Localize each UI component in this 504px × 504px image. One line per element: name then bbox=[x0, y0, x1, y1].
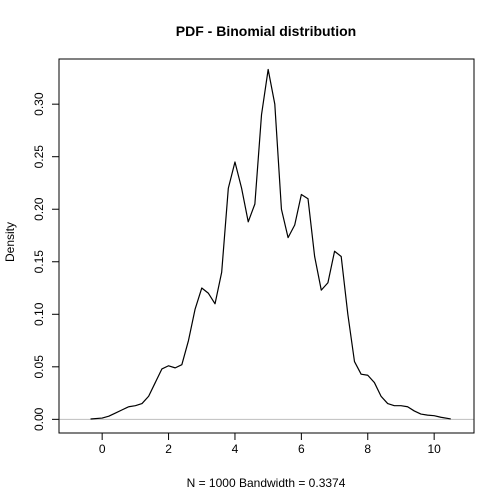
x-axis: 0 2 4 6 8 10 bbox=[99, 432, 441, 456]
y-tick-label-0.20: 0.20 bbox=[32, 197, 46, 221]
plot-frame bbox=[58, 58, 475, 434]
y-tick-label-0.05: 0.05 bbox=[32, 355, 46, 379]
x-tick-label-8: 8 bbox=[364, 442, 371, 456]
x-axis-label: N = 1000 Bandwidth = 0.3374 bbox=[187, 476, 346, 490]
x-tick-label-4: 4 bbox=[232, 442, 239, 456]
y-tick-label-0.25: 0.25 bbox=[32, 145, 46, 169]
density-line-0 bbox=[90, 68, 451, 420]
y-tick-label-0.30: 0.30 bbox=[32, 92, 46, 116]
x-tick-label-0: 0 bbox=[99, 442, 106, 456]
x-tick-label-2: 2 bbox=[165, 442, 172, 456]
x-tick-label-10: 10 bbox=[427, 442, 441, 456]
plot-area bbox=[58, 58, 475, 434]
y-axis-label: Density bbox=[3, 222, 17, 262]
y-tick-label-0.15: 0.15 bbox=[32, 250, 46, 274]
chart-title: PDF - Binomial distribution bbox=[176, 23, 356, 39]
y-tick-label-0.00: 0.00 bbox=[32, 407, 46, 431]
y-tick-label-0.10: 0.10 bbox=[32, 302, 46, 326]
x-tick-label-6: 6 bbox=[298, 442, 305, 456]
y-axis: 0.00 0.05 0.10 0.15 0.20 0.25 0.30 bbox=[32, 92, 60, 431]
